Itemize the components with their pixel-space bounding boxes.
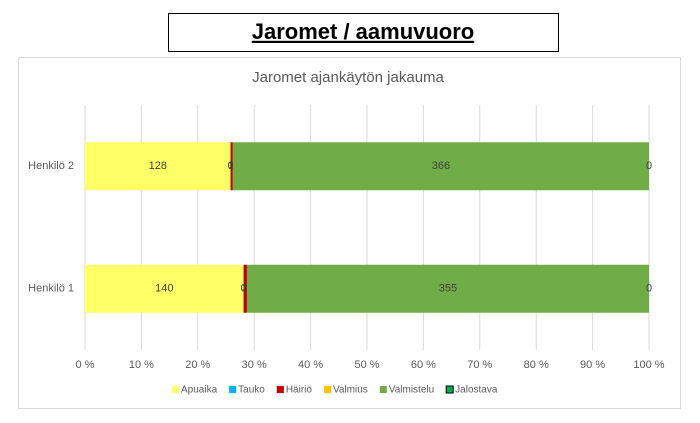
value-label: 2 [229, 160, 235, 172]
legend-label: Valmistelu [389, 385, 434, 396]
legend-swatch [445, 385, 454, 394]
header-box [168, 13, 559, 52]
x-tick-label: 100 % [633, 359, 664, 371]
x-tick-label: 70 % [467, 359, 492, 371]
legend-label: Apuaika [181, 385, 218, 396]
legend-label: Häiriö [286, 385, 313, 396]
header-title: Jaromet / aamuvuoro [252, 19, 475, 44]
value-label: 140 [155, 283, 173, 295]
value-label: 128 [149, 160, 167, 172]
x-tick-label: 0 % [76, 359, 95, 371]
x-tick-label: 90 % [580, 359, 605, 371]
bar-segment [243, 264, 247, 313]
bar-segment [230, 142, 233, 191]
bar-segment [246, 264, 649, 313]
chart-frame [18, 57, 681, 409]
legend-swatch [323, 386, 331, 393]
legend-swatch [379, 386, 387, 393]
y-tick-label: Henkilö 2 [28, 160, 74, 172]
x-tick-label: 40 % [298, 359, 323, 371]
bar-segment [85, 142, 231, 191]
bar-segment [232, 142, 650, 191]
x-tick-label: 10 % [129, 359, 154, 371]
legend-swatch [276, 386, 284, 393]
x-tick-label: 80 % [524, 359, 549, 371]
legend-label: Tauko [238, 385, 265, 396]
value-label: 355 [439, 283, 457, 295]
legend-swatch [229, 386, 237, 393]
chart-title: Jaromet ajankäytön jakauma [252, 69, 444, 86]
x-tick-label: 50 % [354, 359, 379, 371]
y-tick-label: Henkilö 1 [28, 283, 74, 295]
value-label: 366 [432, 160, 450, 172]
value-label: 0 [646, 160, 652, 172]
legend-swatch [172, 386, 179, 393]
x-tick-label: 30 % [242, 359, 267, 371]
value-label: 0 [646, 283, 652, 295]
bar-segment [85, 264, 244, 313]
x-tick-label: 60 % [411, 359, 436, 371]
value-label: 3 [242, 283, 248, 295]
legend-label: Jalostava [455, 385, 498, 396]
legend-label: Valmius [333, 385, 368, 396]
x-tick-label: 20 % [185, 359, 210, 371]
